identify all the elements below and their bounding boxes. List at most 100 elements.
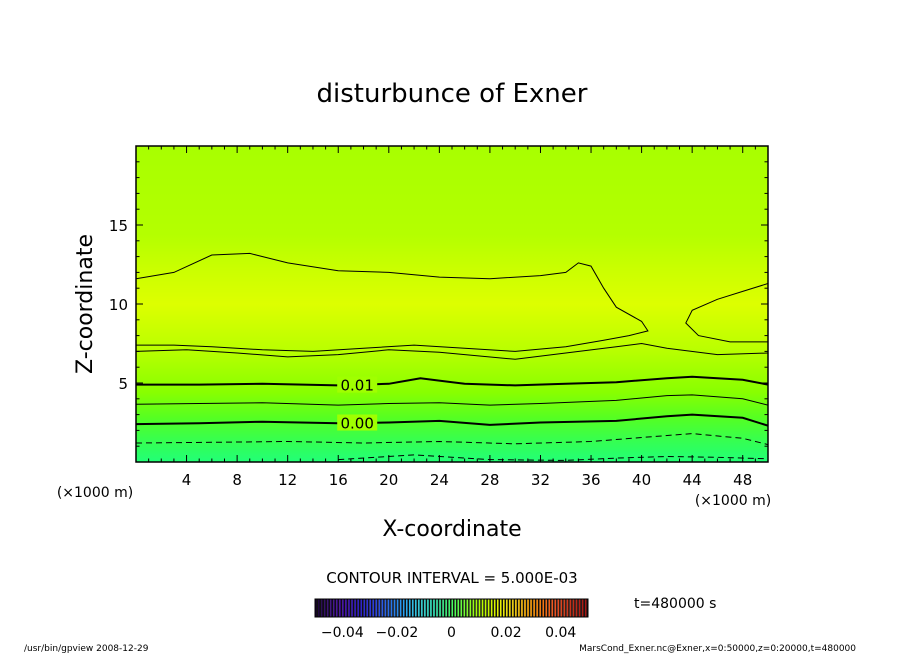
colorbar-swatch-63 bbox=[506, 599, 509, 617]
contour-line-7 bbox=[685, 283, 768, 343]
colorbar-gap-82 bbox=[565, 599, 567, 617]
colorbar-swatch-42 bbox=[442, 599, 445, 617]
colorbar-swatch-70 bbox=[527, 599, 530, 617]
x-tick-label-28: 28 bbox=[480, 471, 499, 489]
chart-title: disturbunce of Exner bbox=[317, 79, 588, 109]
colorbar-swatch-5 bbox=[330, 599, 333, 617]
colorbar-gap-72 bbox=[534, 599, 537, 617]
colorbar-swatch-56 bbox=[484, 599, 487, 617]
colorbar-swatch-52 bbox=[472, 599, 475, 617]
colorbar-swatch-75 bbox=[542, 599, 545, 617]
colorbar-gap-47 bbox=[459, 599, 461, 617]
colorbar-swatch-54 bbox=[478, 599, 481, 617]
contour-label-0: 0.01 bbox=[340, 377, 373, 395]
colorbar-gap-18 bbox=[371, 599, 373, 617]
colorbar-gap-79 bbox=[556, 599, 558, 617]
colorbar-gap-20 bbox=[377, 599, 379, 617]
colorbar-gap-2 bbox=[322, 599, 325, 617]
colorbar-gap-54 bbox=[480, 599, 482, 617]
colorbar-gap-68 bbox=[522, 599, 525, 617]
colorbar-swatch-62 bbox=[503, 599, 505, 617]
colorbar-swatch-49 bbox=[463, 599, 466, 617]
colorbar-gap-38 bbox=[431, 599, 434, 617]
colorbar-gap-14 bbox=[358, 599, 361, 617]
colorbar-gap-77 bbox=[550, 599, 552, 617]
colorbar-tick-label-4: 0.04 bbox=[545, 625, 576, 641]
y-axis-label: Z-coordinate bbox=[73, 234, 98, 374]
colorbar-gap-9 bbox=[343, 599, 346, 617]
colorbar: −0.04 −0.02 0 0.02 0.04 bbox=[314, 598, 589, 641]
colorbar-gap-19 bbox=[374, 599, 376, 617]
colorbar-swatch-85 bbox=[572, 599, 575, 617]
colorbar-swatch-36 bbox=[424, 599, 427, 617]
colorbar-swatch-12 bbox=[351, 599, 354, 617]
colorbar-swatch-37 bbox=[427, 599, 430, 617]
colorbar-swatch-31 bbox=[409, 599, 411, 617]
colorbar-gap-85 bbox=[574, 599, 576, 617]
colorbar-swatch-76 bbox=[545, 599, 548, 617]
colorbar-gap-83 bbox=[568, 599, 570, 617]
colorbar-gap-10 bbox=[346, 599, 349, 617]
x-tick-label-48: 48 bbox=[733, 471, 752, 489]
colorbar-gap-15 bbox=[362, 599, 364, 617]
colorbar-swatch-74 bbox=[539, 599, 542, 617]
colorbar-swatch-30 bbox=[406, 599, 408, 617]
colorbar-swatch-77 bbox=[548, 599, 551, 617]
colorbar-gap-35 bbox=[422, 599, 425, 617]
colorbar-gap-55 bbox=[483, 599, 485, 617]
colorbar-tick-label-0: −0.04 bbox=[321, 625, 364, 641]
colorbar-gap-70 bbox=[528, 599, 531, 617]
colorbar-gap-12 bbox=[352, 599, 355, 617]
colorbar-gap-48 bbox=[462, 599, 464, 617]
colorbar-swatch-64 bbox=[509, 599, 512, 617]
colorbar-swatch-25 bbox=[390, 599, 393, 617]
colorbar-swatch-84 bbox=[569, 599, 572, 617]
colorbar-gap-63 bbox=[507, 599, 510, 617]
colorbar-swatch-87 bbox=[578, 599, 581, 617]
colorbar-gap-36 bbox=[425, 599, 428, 617]
colorbar-gap-86 bbox=[577, 599, 579, 617]
colorbar-gap-13 bbox=[355, 599, 358, 617]
contour-interval-text: CONTOUR INTERVAL = 5.000E-03 bbox=[326, 569, 577, 587]
colorbar-swatch-46 bbox=[454, 599, 457, 617]
colorbar-gap-30 bbox=[407, 599, 410, 617]
colorbar-gap-46 bbox=[456, 599, 458, 617]
x-axis-ticks: 4 8 12 16 20 24 28 32 36 40 44 48 bbox=[148, 146, 756, 489]
colorbar-swatch-35 bbox=[421, 599, 424, 617]
y-axis-ticks: 5 10 15 bbox=[109, 161, 768, 447]
contour-line-1 bbox=[136, 413, 768, 427]
colorbar-gap-76 bbox=[547, 599, 549, 617]
colorbar-swatch-27 bbox=[396, 599, 399, 617]
x-tick-label-8: 8 bbox=[232, 471, 242, 489]
colorbar-swatch-18 bbox=[369, 599, 372, 617]
colorbar-gap-33 bbox=[416, 599, 419, 617]
colorbar-gap-28 bbox=[401, 599, 403, 617]
colorbar-gap-51 bbox=[471, 599, 473, 617]
contour-labels: 0.01 0.00 bbox=[337, 376, 378, 433]
colorbar-gap-84 bbox=[571, 599, 573, 617]
colorbar-swatch-51 bbox=[469, 599, 472, 617]
colorbar-swatch-81 bbox=[560, 599, 563, 617]
x-axis-unit-right: (×1000 m) bbox=[695, 493, 771, 509]
colorbar-gap-50 bbox=[468, 599, 470, 617]
colorbar-swatch-0 bbox=[315, 599, 317, 617]
x-tick-label-16: 16 bbox=[329, 471, 348, 489]
footer-left: /usr/bin/gpview 2008-12-29 bbox=[24, 644, 149, 654]
colorbar-swatch-6 bbox=[333, 599, 336, 617]
colorbar-swatch-38 bbox=[430, 599, 433, 617]
colorbar-swatch-69 bbox=[524, 599, 527, 617]
contour-label-bg-1 bbox=[337, 414, 378, 431]
contour-line-6 bbox=[136, 252, 649, 352]
colorbar-swatch-50 bbox=[466, 599, 469, 617]
colorbar-gap-41 bbox=[440, 599, 443, 617]
colorbar-swatch-13 bbox=[354, 599, 357, 617]
colorbar-gap-40 bbox=[437, 599, 440, 617]
colorbar-swatch-20 bbox=[375, 599, 378, 617]
colorbar-gap-49 bbox=[465, 599, 467, 617]
contour-line-0 bbox=[136, 375, 768, 387]
colorbar-swatch-57 bbox=[487, 599, 490, 617]
colorbar-gap-74 bbox=[540, 599, 543, 617]
colorbar-gap-3 bbox=[325, 599, 328, 617]
colorbar-swatch-78 bbox=[551, 599, 554, 617]
x-tick-label-24: 24 bbox=[430, 471, 449, 489]
